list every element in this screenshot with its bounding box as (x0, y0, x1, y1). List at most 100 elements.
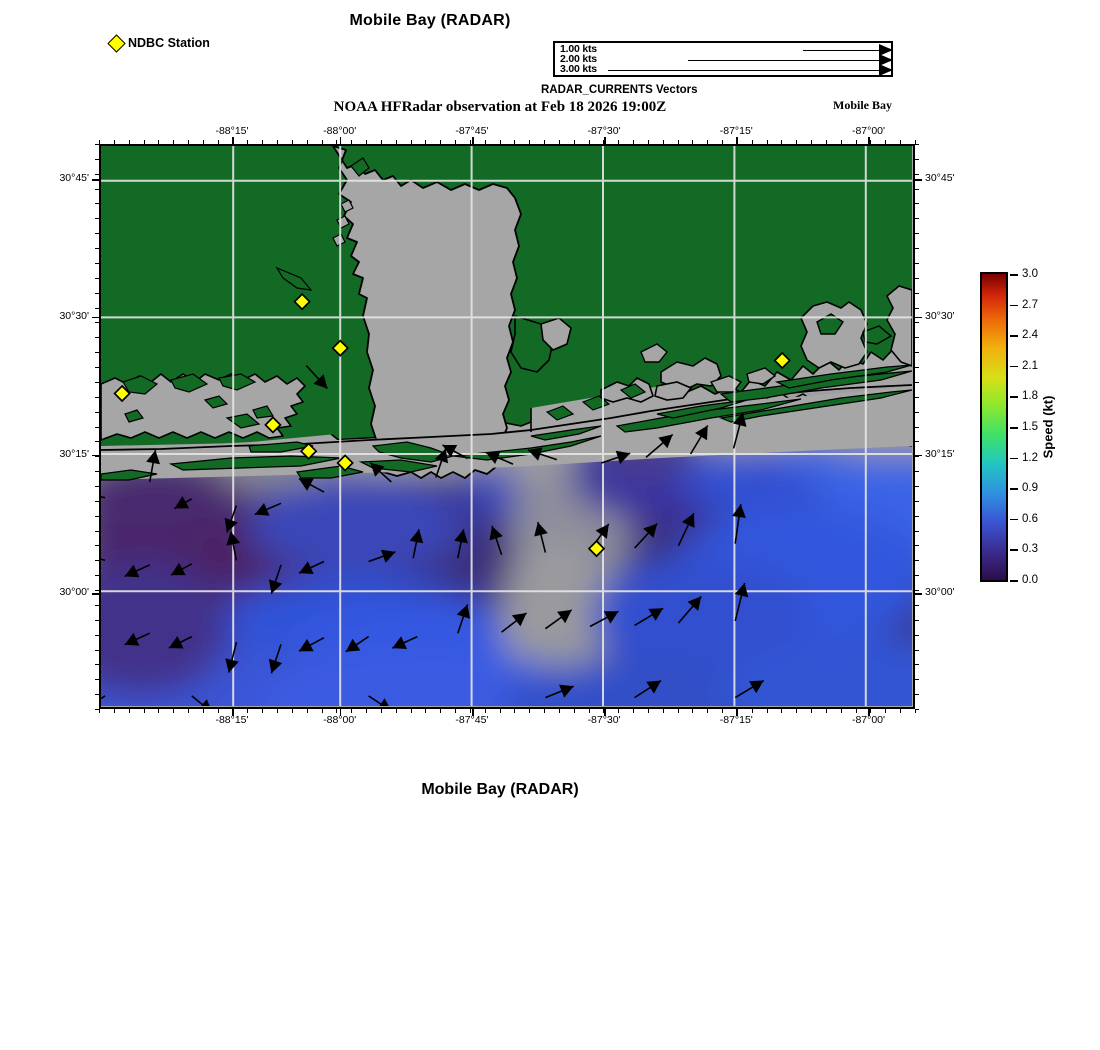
vector-legend-label-1: 1.00 kts (560, 43, 597, 55)
axis-tick (202, 140, 204, 144)
axis-tick (92, 316, 99, 319)
axis-tick (291, 709, 293, 713)
axis-tick (736, 140, 738, 144)
axis-tick (95, 277, 99, 279)
axis-tick (395, 709, 397, 713)
axis-tick (915, 218, 919, 220)
axis-tick (95, 590, 99, 592)
axis-tick (95, 411, 99, 413)
axis-tick (766, 709, 768, 713)
current-vector (689, 425, 709, 455)
colorbar-tick-label: 0.9 (1022, 482, 1038, 495)
axis-tick (692, 140, 694, 144)
axis-tick (915, 158, 919, 160)
axis-tick (915, 262, 919, 264)
axis-tick (692, 709, 694, 713)
colorbar-tick (1010, 335, 1018, 337)
colorbar-tick-label: 1.8 (1022, 390, 1038, 403)
axis-tick (915, 381, 919, 383)
axis-tick (915, 367, 919, 369)
axis-tick (306, 709, 308, 713)
axis-tick (618, 709, 620, 713)
axis-tick (440, 140, 442, 144)
axis-tick (471, 137, 474, 144)
ndbc-station-markers[interactable] (113, 292, 791, 558)
axis-tick (662, 140, 664, 144)
axis-tick (544, 709, 546, 713)
colorbar-gradient (980, 272, 1008, 582)
axis-tick (95, 471, 99, 473)
axis-tick (915, 530, 919, 532)
axis-tick (95, 262, 99, 264)
axis-tick (95, 426, 99, 428)
axis-tick (915, 352, 919, 354)
axis-tick (336, 709, 338, 713)
ndbc-station-marker[interactable] (113, 384, 131, 403)
axis-label: 30°15' (59, 447, 89, 460)
map-graphics (101, 146, 912, 706)
current-vector (501, 612, 527, 633)
current-vector (298, 560, 325, 574)
page-title: Mobile Bay (RADAR) (349, 12, 511, 29)
axis-tick (855, 709, 857, 713)
axis-tick (95, 203, 99, 205)
axis-tick (662, 709, 664, 713)
axis-tick (277, 709, 279, 713)
colorbar-tick-label: 1.2 (1022, 451, 1038, 464)
axis-tick (95, 694, 99, 696)
axis-tick (604, 137, 606, 144)
ndbc-station-legend-label: NDBC Station (128, 36, 210, 50)
axis-tick (915, 679, 919, 681)
current-vector (226, 531, 241, 561)
axis-tick (95, 144, 99, 145)
colorbar-tick (1010, 365, 1018, 368)
axis-tick (514, 140, 516, 144)
axis-tick (870, 709, 872, 713)
ndbc-station-marker[interactable] (773, 351, 791, 370)
axis-tick (95, 337, 99, 339)
axis-tick (95, 679, 99, 681)
ndbc-station-marker[interactable] (587, 539, 606, 558)
axis-tick (95, 322, 99, 324)
axis-tick (766, 140, 768, 144)
ndbc-station-marker[interactable] (299, 442, 318, 460)
ndbc-station-marker[interactable] (336, 454, 354, 472)
current-vector (368, 695, 389, 706)
axis-tick (247, 140, 249, 144)
map-canvas[interactable] (99, 144, 915, 709)
vector-legend-row-2: 2.00 kts (558, 53, 893, 66)
axis-tick (469, 140, 471, 144)
current-vector (434, 448, 449, 478)
axis-tick (202, 709, 204, 713)
vector-shaft-3 (608, 70, 882, 72)
axis-tick (900, 709, 902, 713)
colorbar-tick (1010, 518, 1018, 521)
vector-arrowhead-1 (879, 44, 893, 56)
axis-tick (573, 140, 575, 144)
ndbc-station-marker[interactable] (331, 339, 349, 357)
axis-tick (915, 203, 919, 205)
axis-tick (868, 709, 871, 716)
axis-tick (128, 140, 130, 144)
current-vector (645, 433, 674, 459)
current-vector (732, 503, 746, 544)
map-clip (101, 146, 913, 707)
current-vector (124, 564, 151, 578)
axis-tick (95, 307, 99, 309)
current-vector (734, 679, 765, 699)
footer-title: Mobile Bay (RADAR) (421, 781, 579, 798)
axis-tick (915, 292, 919, 294)
axis-tick (455, 709, 457, 713)
current-vector (527, 447, 558, 461)
current-vector (170, 562, 193, 576)
axis-tick (95, 441, 99, 443)
ndbc-station-marker[interactable] (264, 416, 282, 434)
ndbc-station-marker[interactable] (293, 292, 311, 311)
axis-tick (95, 381, 99, 383)
axis-tick (339, 709, 342, 716)
current-vector (254, 502, 282, 516)
axis-tick (99, 140, 100, 144)
axis-tick (471, 709, 474, 716)
axis-tick (366, 709, 368, 713)
grid-lines (101, 146, 912, 706)
